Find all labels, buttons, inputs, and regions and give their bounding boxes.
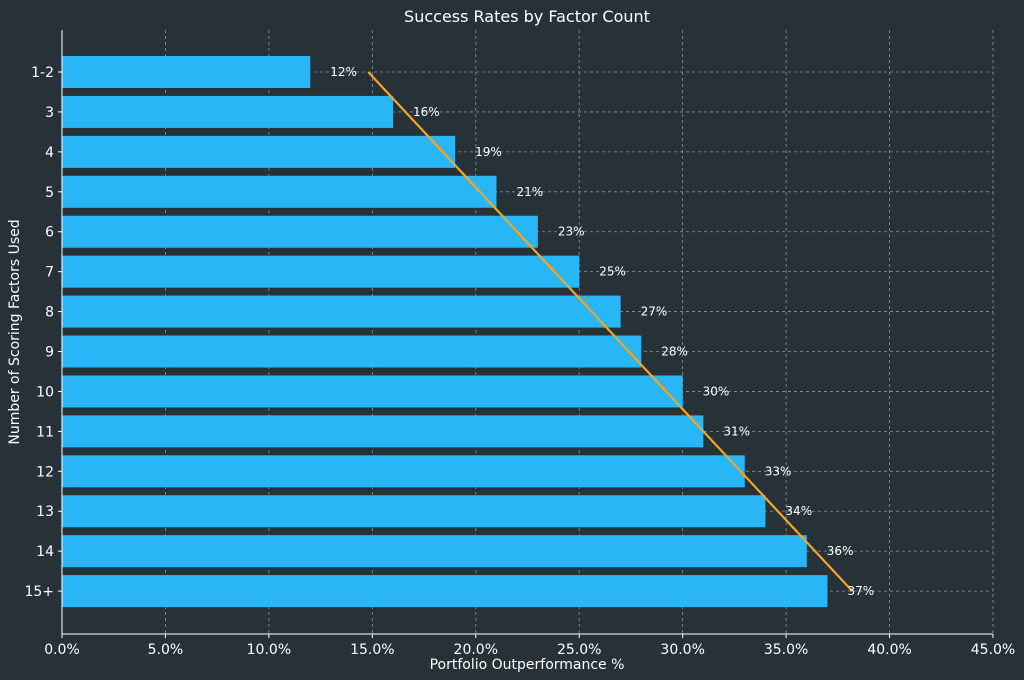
bar-value-label: 27% xyxy=(641,305,668,319)
x-tick-label: 45.0% xyxy=(971,642,1015,658)
bar-value-label: 33% xyxy=(765,464,792,478)
y-tick-label: 1-2 xyxy=(31,65,54,81)
y-tick-label: 11 xyxy=(36,424,54,440)
axes: 1-2 3 4 5 6 7 8 9 10 11 12 13 14 15+ 0.0% 5.0% 10.0% 15.0… xyxy=(24,30,1015,658)
bar xyxy=(62,415,704,448)
trend-line xyxy=(367,71,854,592)
y-tick-label: 7 xyxy=(45,265,54,281)
y-tick-label: 12 xyxy=(36,464,54,480)
x-tick-label: 30.0% xyxy=(660,642,704,658)
x-axis-label: Portfolio Outperformance % xyxy=(430,657,625,673)
y-tick-label: 4 xyxy=(45,145,54,161)
bar xyxy=(62,455,745,488)
bar-value-label: 12% xyxy=(330,65,357,79)
bar xyxy=(62,95,394,128)
bar xyxy=(62,495,766,528)
bar-value-label: 30% xyxy=(703,384,730,398)
bar xyxy=(62,215,538,248)
bar xyxy=(62,335,642,368)
y-tick-label: 5 xyxy=(45,185,54,201)
bar xyxy=(62,295,621,328)
y-tick-label: 6 xyxy=(45,225,54,241)
x-tick-label: 10.0% xyxy=(247,642,291,658)
bar xyxy=(62,175,497,208)
bar-value-label: 34% xyxy=(785,504,812,518)
bar-value-label: 28% xyxy=(661,345,688,359)
bar-value-label: 37% xyxy=(847,584,874,598)
y-tick-label: 9 xyxy=(45,345,54,361)
x-tick-label: 40.0% xyxy=(867,642,911,658)
y-tick-label: 8 xyxy=(45,305,54,321)
y-tick-label: 15+ xyxy=(24,584,54,600)
bar xyxy=(62,135,456,168)
x-tick-label: 5.0% xyxy=(148,642,184,658)
x-tick-label: 0.0% xyxy=(44,642,80,658)
bar xyxy=(62,375,683,408)
x-tick-label: 25.0% xyxy=(557,642,601,658)
bar xyxy=(62,575,828,608)
trend-line-group xyxy=(367,71,854,592)
chart-title: Success Rates by Factor Count xyxy=(404,7,650,26)
bar-value-label: 21% xyxy=(516,185,543,199)
bar xyxy=(62,255,580,288)
x-tick-label: 15.0% xyxy=(350,642,394,658)
bar-value-label: 25% xyxy=(599,265,626,279)
grid xyxy=(62,30,994,634)
bar xyxy=(62,56,311,88)
y-axis-label: Number of Scoring Factors Used xyxy=(7,219,23,444)
bar-value-label: 36% xyxy=(827,544,854,558)
x-tick-label: 35.0% xyxy=(764,642,808,658)
bar-value-label: 31% xyxy=(723,424,750,438)
data-labels: 12% 16% 19% 21% 23% 25% 27% 28% 30% 31% 33% 34% 36% 3… xyxy=(330,65,874,598)
bar xyxy=(62,535,807,568)
bar-value-label: 23% xyxy=(558,225,585,239)
y-tick-label: 14 xyxy=(36,544,54,560)
y-tick-label: 10 xyxy=(36,384,54,400)
y-tick-label: 3 xyxy=(45,105,54,121)
x-tick-label: 20.0% xyxy=(454,642,498,658)
bars xyxy=(62,56,828,608)
y-tick-label: 13 xyxy=(36,504,54,520)
bar-value-label: 19% xyxy=(475,145,502,159)
bar-value-label: 16% xyxy=(413,105,440,119)
